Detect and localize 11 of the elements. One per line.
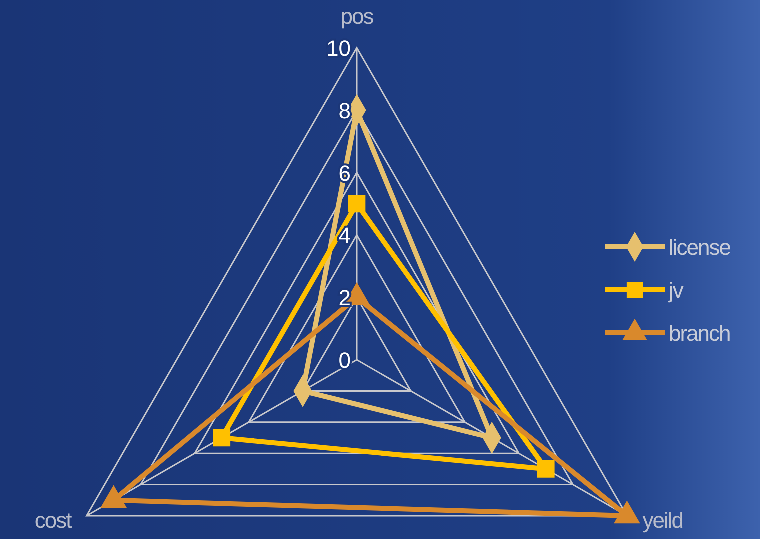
y-tick-label: 4 (338, 223, 351, 248)
spoke-label: yeild (642, 508, 684, 533)
spoke-label: pos (340, 4, 374, 29)
legend-label: license (669, 235, 732, 260)
legend-label: jv (668, 278, 684, 303)
legend-label: branch (669, 321, 730, 346)
y-tick-label: 0 (338, 348, 351, 373)
y-tick-label: 10 (326, 36, 351, 61)
spoke-label: cost (34, 508, 72, 533)
y-tick-label: 8 (338, 98, 351, 124)
y-tick-label: 2 (338, 286, 351, 311)
